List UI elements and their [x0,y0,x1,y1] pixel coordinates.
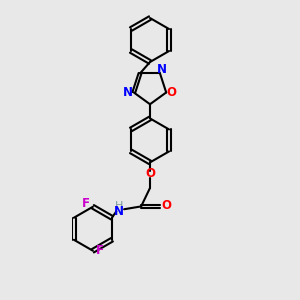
Text: N: N [157,63,167,76]
Text: O: O [145,167,155,180]
Text: N: N [114,205,124,218]
Text: O: O [162,199,172,212]
Text: F: F [82,197,90,210]
Text: H: H [115,201,123,211]
Text: N: N [123,86,133,99]
Text: F: F [96,244,104,257]
Text: O: O [167,86,177,99]
